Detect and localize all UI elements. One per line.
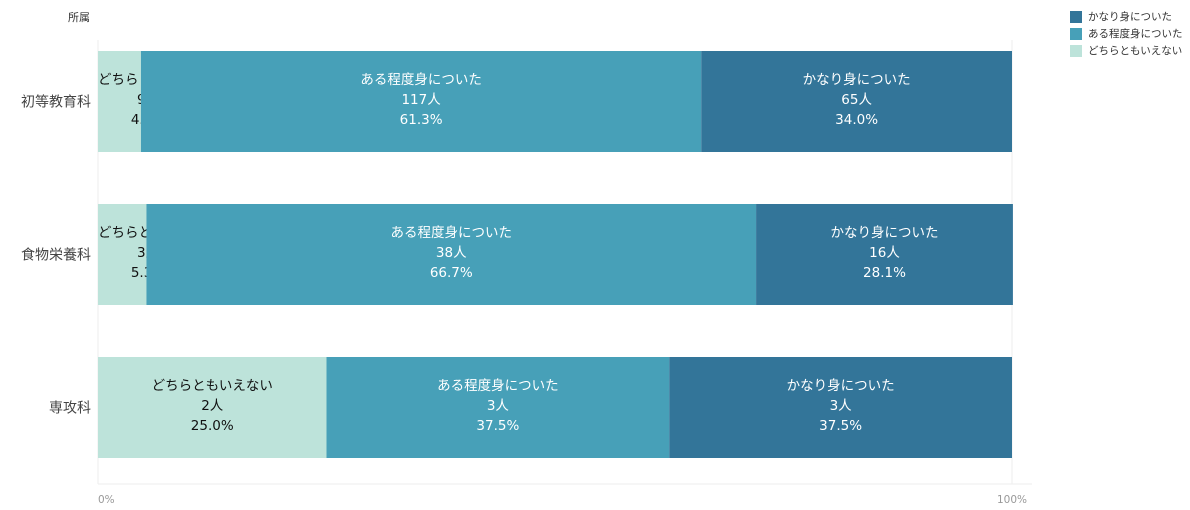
legend-label: ある程度身についた bbox=[1088, 28, 1183, 40]
segment-series-label: かなり身についた bbox=[787, 378, 895, 394]
segment-series-label: ある程度身についた bbox=[437, 378, 559, 394]
legend-item[interactable]: ある程度身についた bbox=[1070, 25, 1183, 42]
legend-label: かなり身についた bbox=[1088, 11, 1172, 23]
segment-count-label: 3人 bbox=[830, 398, 853, 414]
legend: かなり身についた ある程度身についた どちらともいえない bbox=[1070, 8, 1183, 59]
segment-count-label: 3人 bbox=[487, 398, 510, 414]
segment-percent-label: 37.5% bbox=[476, 418, 519, 434]
segment-count-label: 117人 bbox=[401, 92, 441, 108]
segment-series-label: ある程度身についた bbox=[391, 225, 513, 241]
bar-segment bbox=[98, 204, 147, 305]
segment-count-label: 38人 bbox=[436, 245, 467, 261]
category-label: 初等教育科 bbox=[21, 94, 91, 111]
segment-percent-label: 25.0% bbox=[191, 418, 234, 434]
category-label: 食物栄養科 bbox=[21, 247, 91, 264]
bars-layer: どちらともいえない9人4.7%ある程度身についた117人61.3%かなり身につい… bbox=[98, 51, 1013, 458]
segment-percent-label: 34.0% bbox=[835, 112, 878, 128]
bar-segment bbox=[98, 357, 327, 458]
segment-percent-label: 66.7% bbox=[430, 265, 473, 281]
bar-segment bbox=[756, 204, 1013, 305]
bar-segment bbox=[140, 51, 702, 152]
legend-swatch bbox=[1070, 44, 1082, 57]
segment-series-label: かなり身についた bbox=[830, 225, 938, 241]
segment-percent-label: 37.5% bbox=[819, 418, 862, 434]
segment-series-label: ある程度身についた bbox=[360, 72, 482, 88]
legend-label: どちらともいえない bbox=[1088, 45, 1183, 57]
bar-segment bbox=[146, 204, 757, 305]
legend-swatch bbox=[1070, 10, 1082, 23]
legend-swatch bbox=[1070, 27, 1082, 40]
segment-series-label: かなり身についた bbox=[803, 72, 911, 88]
segment-percent-label: 28.1% bbox=[863, 265, 906, 281]
x-tick-label: 0% bbox=[98, 494, 115, 506]
x-axis: 0% 100% bbox=[98, 494, 1027, 506]
x-tick-label: 100% bbox=[997, 494, 1027, 506]
legend-item[interactable]: かなり身についた bbox=[1070, 8, 1183, 25]
legend-item[interactable]: どちらともいえない bbox=[1070, 42, 1183, 59]
bar-segment bbox=[669, 357, 1012, 458]
bar-segment bbox=[701, 51, 1012, 152]
bar-segment bbox=[98, 51, 141, 152]
bar-segment bbox=[326, 357, 670, 458]
group-header: 所属 bbox=[68, 11, 90, 24]
segment-count-label: 2人 bbox=[201, 398, 224, 414]
segment-series-label: どちらともいえない bbox=[152, 378, 273, 394]
category-label: 専攻科 bbox=[49, 401, 91, 417]
segment-percent-label: 61.3% bbox=[400, 112, 443, 128]
segment-count-label: 65人 bbox=[841, 92, 872, 108]
segment-count-label: 16人 bbox=[869, 245, 900, 261]
